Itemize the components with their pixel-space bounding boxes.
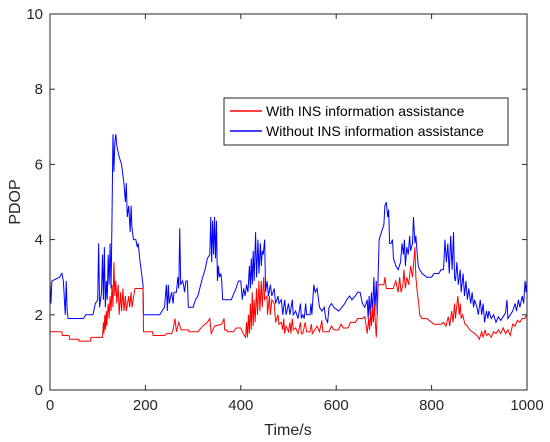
y-tick-label: 10 bbox=[26, 6, 43, 23]
x-axis-title: Time/s bbox=[264, 422, 311, 439]
y-tick-label: 4 bbox=[35, 232, 43, 249]
plot-frame bbox=[49, 13, 528, 391]
legend-label-without-ins: Without INS information assistance bbox=[266, 123, 484, 139]
series-layer bbox=[49, 134, 528, 342]
series-line-without-ins bbox=[49, 134, 528, 325]
x-tick-label: 800 bbox=[419, 397, 444, 414]
legend: With INS information assistance Without … bbox=[223, 97, 509, 146]
x-tick-label: 600 bbox=[324, 397, 349, 414]
x-tick-label: 200 bbox=[133, 397, 158, 414]
y-tick-label: 6 bbox=[35, 156, 43, 173]
y-tick-label: 8 bbox=[35, 81, 43, 98]
y-axis-ticks: 0 2 4 6 8 10 bbox=[26, 6, 527, 399]
x-tick-label: 0 bbox=[46, 397, 54, 414]
x-axis-ticks: 0 200 400 600 800 1000 bbox=[46, 14, 544, 414]
y-tick-label: 2 bbox=[35, 307, 43, 324]
legend-label-with-ins: With INS information assistance bbox=[266, 103, 465, 119]
y-tick-label: 0 bbox=[35, 382, 43, 399]
y-axis-title: PDOP bbox=[7, 179, 24, 224]
x-tick-label: 400 bbox=[228, 397, 253, 414]
legend-box bbox=[223, 97, 509, 146]
x-tick-label: 1000 bbox=[510, 397, 543, 414]
series-line-with-ins bbox=[50, 247, 528, 342]
